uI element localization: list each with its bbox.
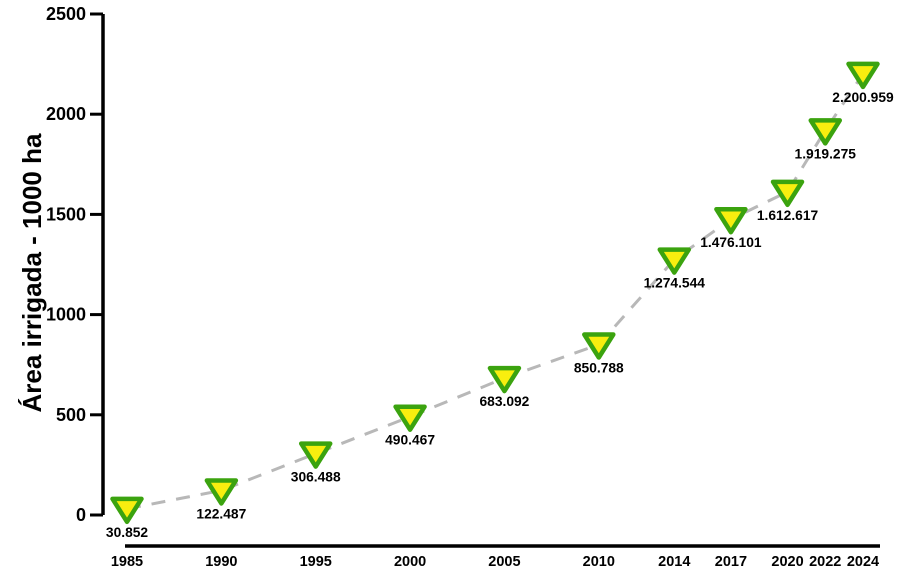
data-point-label: 306.488 [291, 470, 341, 485]
x-tick-label: 2020 [771, 554, 803, 570]
y-tick-label: 1500 [46, 204, 86, 224]
data-point-marker [582, 332, 616, 360]
x-tick-label: 2022 [809, 554, 841, 570]
trend-line [126, 73, 865, 511]
data-point-marker [298, 441, 333, 469]
data-point-label: 850.788 [574, 361, 624, 376]
y-tick-label: 1000 [46, 305, 86, 325]
data-point-marker [393, 404, 427, 432]
y-tick-label: 2000 [46, 104, 86, 124]
data-point-marker [110, 496, 144, 525]
data-point-label: 1.919.275 [795, 146, 857, 161]
data-point-label: 1.274.544 [644, 276, 706, 291]
data-point-label: 490.467 [385, 433, 435, 448]
x-tick-label: 1990 [205, 554, 237, 570]
data-point-marker [657, 247, 692, 275]
data-point-marker [487, 365, 522, 394]
x-tick-label: 2014 [658, 554, 690, 570]
data-point-label: 1.612.617 [757, 208, 819, 223]
x-tick-label: 1985 [111, 554, 143, 570]
y-tick-label: 0 [76, 505, 86, 525]
data-point-marker [204, 478, 239, 506]
x-tick-label: 2024 [847, 554, 879, 570]
data-point-marker [770, 179, 805, 208]
data-point-label: 1.476.101 [700, 235, 762, 250]
x-tick-label: 2005 [488, 554, 520, 570]
data-point-label: 122.487 [196, 506, 246, 521]
data-point-marker [846, 61, 880, 90]
data-point-label: 30.852 [106, 525, 149, 540]
x-tick-label: 2017 [715, 554, 747, 570]
data-point-label: 2.200.959 [832, 90, 894, 105]
x-tick-label: 2010 [583, 554, 615, 570]
x-tick-label: 2000 [394, 554, 426, 570]
x-tick-label: 1995 [300, 554, 332, 570]
data-point-marker [714, 206, 748, 235]
y-tick-label: 2500 [46, 4, 86, 24]
y-tick-label: 500 [56, 405, 86, 425]
data-point-label: 683.092 [479, 394, 529, 409]
data-point-marker [808, 118, 843, 146]
